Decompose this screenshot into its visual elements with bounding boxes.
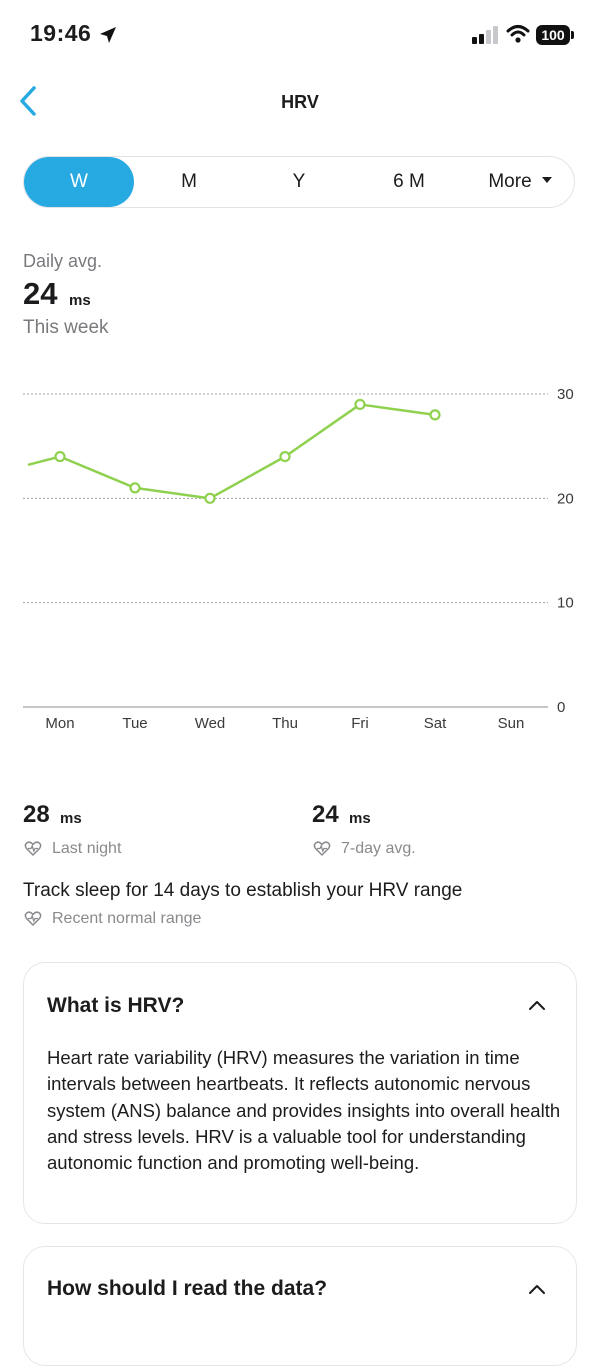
last-night-value: 28 [23,801,50,828]
status-time: 19:46 [30,20,92,46]
y-tick-label: 10 [557,595,574,612]
data-point [429,409,441,421]
x-tick-label: Mon [45,715,74,732]
tab-week[interactable]: W [24,157,134,207]
tab-6-months[interactable]: 6 M [393,171,425,192]
heart-pulse-icon [24,841,42,857]
summary-label: Daily avg. [23,251,103,271]
series-line-segment [283,403,362,458]
cellular-signal-icon [472,26,498,44]
hrv-range-message: Track sleep for 14 days to establish you… [23,880,463,901]
back-chevron-icon[interactable] [14,84,46,118]
data-point [129,482,141,494]
y-tick-label: 20 [557,490,574,507]
card-body: Heart rate variability (HRV) measures th… [47,1047,561,1174]
series-line-segment [358,403,437,417]
page-title: HRV [281,92,319,112]
heart-pulse-icon [313,841,331,857]
caret-down-icon [541,176,552,183]
what-is-hrv-card: What is HRV? Heart rate variability (HRV… [23,962,577,1224]
data-point [279,450,291,463]
summary-value: 24 [23,276,58,311]
tab-more-label: More [488,171,532,192]
battery-cap [571,31,574,39]
summary-period: This week [23,317,109,338]
seven-day-unit: ms [349,810,371,827]
x-tick-label: Thu [272,715,298,732]
series-line-segment [58,455,137,490]
location-arrow-icon [100,27,116,43]
series-line-segment [208,455,287,500]
card-title: What is HRV? [47,994,185,1017]
seven-day-value: 24 [312,801,339,828]
tab-year[interactable]: Y [292,171,306,192]
y-tick-label: 30 [557,386,574,403]
chevron-up-icon[interactable] [528,1283,546,1295]
x-tick-label: Sun [498,715,525,732]
data-point [54,450,66,463]
series-line-segment [133,486,212,500]
chevron-up-icon[interactable] [528,999,546,1011]
seven-day-label: 7-day avg. [341,840,416,857]
summary-unit: ms [69,292,91,309]
card-title: How should I read the data? [47,1277,328,1300]
x-tick-label: Tue [122,715,147,732]
battery-indicator: 100 [536,25,570,45]
wifi-icon [506,25,530,43]
x-tick-label: Sat [424,715,447,732]
last-night-unit: ms [60,810,82,827]
range-tabs: W M Y 6 M More [23,156,575,208]
last-night-label: Last night [52,840,122,857]
data-point [354,398,366,411]
x-tick-label: Wed [195,715,226,732]
how-to-read-card: How should I read the data? [23,1246,577,1366]
y-tick-label: 0 [557,699,565,716]
normal-range-label: Recent normal range [52,910,202,927]
hrv-line-chart: 0 10 20 30 Mon Tue Wed Thu Fri Sat Sun [23,386,574,732]
x-tick-label: Fri [351,715,369,732]
tab-month[interactable]: M [181,171,197,192]
heart-pulse-icon [24,911,42,927]
tab-more-dropdown[interactable]: More [464,157,576,207]
data-point [204,492,216,504]
